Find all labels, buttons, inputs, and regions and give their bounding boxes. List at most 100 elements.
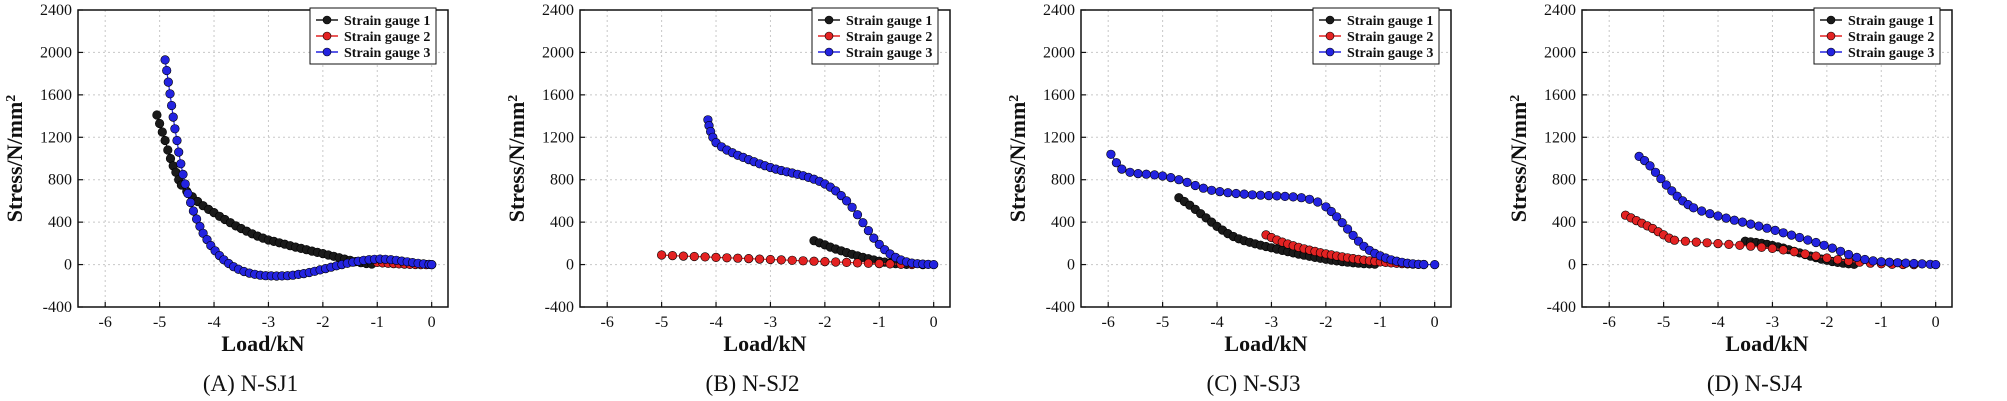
legend-marker [1325, 47, 1335, 57]
y-tick-label: 2000 [1544, 44, 1576, 61]
y-tick-label: -400 [43, 299, 72, 316]
x-tick-label: -2 [316, 314, 329, 331]
y-tick-label: 800 [1552, 172, 1576, 189]
x-axis-label: Load/kN [1224, 331, 1307, 356]
y-tick-label: 0 [1568, 257, 1576, 274]
x-tick-label: -1 [873, 314, 886, 331]
x-tick-label: -3 [1766, 314, 1779, 331]
y-tick-label: 2400 [542, 2, 574, 19]
data-point [1149, 170, 1160, 180]
legend-marker [824, 15, 834, 25]
legend-label: Strain gauge 2 [1347, 30, 1433, 45]
x-tick-label: -2 [1820, 314, 1833, 331]
legend-label: Strain gauge 1 [344, 14, 430, 29]
data-point [1713, 211, 1723, 221]
data-point [842, 196, 852, 206]
y-tick-label: 1600 [1544, 87, 1576, 104]
y-tick-label: 400 [48, 214, 72, 231]
x-tick-label: -3 [262, 314, 275, 331]
data-point [172, 135, 182, 146]
data-point [885, 259, 895, 269]
data-point [1822, 253, 1832, 263]
y-tick-label: 400 [1552, 214, 1576, 231]
data-point [820, 257, 830, 267]
data-point [1901, 258, 1911, 268]
data-point [776, 255, 786, 265]
plot-frame [1581, 9, 1953, 308]
legend-marker [322, 15, 332, 25]
data-point [1729, 215, 1739, 225]
data-point [1713, 239, 1723, 249]
data-point [1803, 235, 1813, 245]
data-point [1133, 169, 1143, 179]
data-point [1207, 185, 1217, 195]
data-point [1800, 249, 1810, 259]
y-tick-label: -400 [1547, 299, 1576, 316]
data-point [1296, 193, 1307, 203]
data-point [1917, 259, 1927, 269]
legend-marker [824, 31, 834, 41]
chart-caption-d: (D) N-SJ4 [1706, 371, 1803, 396]
data-point [1304, 194, 1315, 204]
data-point [1141, 169, 1151, 179]
data-point [1767, 243, 1778, 253]
y-axis-label: Stress/N/mm2 [1506, 95, 1531, 223]
data-point [170, 124, 180, 134]
data-point [180, 179, 190, 189]
data-point [176, 159, 186, 169]
legend-marker [322, 31, 332, 41]
data-point [1757, 242, 1767, 252]
x-tick-label: -2 [1319, 314, 1332, 331]
data-point [1691, 237, 1701, 247]
y-axis-label: Stress/N/mm2 [2, 95, 27, 223]
data-point [163, 145, 173, 155]
data-point [1182, 177, 1192, 187]
data-point [1754, 221, 1764, 231]
y-tick-label: 0 [64, 257, 72, 274]
x-tick-label: -4 [1711, 314, 1724, 331]
data-point [874, 259, 884, 269]
chart-panel-c: -6 -5 -4 -3 -2 -1 0 -400 0 400 800 1200 1600 2000 2400… [1003, 0, 1504, 401]
data-point [1819, 240, 1829, 250]
legend-label: Strain gauge 3 [846, 46, 932, 61]
data-point [863, 226, 874, 236]
y-tick-label: 2000 [1043, 44, 1075, 61]
y-axis-label-superscript: 2 [506, 95, 521, 102]
data-point [163, 77, 173, 87]
data-point [1313, 197, 1323, 207]
chart-caption-c: (C) N-SJ3 [1206, 371, 1301, 396]
legend-marker [322, 47, 332, 57]
legend-label: Strain gauge 2 [846, 30, 932, 45]
data-point [1852, 252, 1862, 262]
data-point [1786, 230, 1797, 240]
x-tick-label: 0 [930, 314, 938, 331]
legend-label: Strain gauge 3 [1347, 46, 1433, 61]
data-point [657, 250, 667, 260]
data-point [183, 188, 193, 199]
x-tick-label: 0 [1932, 314, 1940, 331]
data-point [1811, 237, 1821, 248]
data-point [1656, 174, 1666, 184]
legend-label: Strain gauge 2 [344, 30, 430, 45]
data-point [1827, 243, 1837, 253]
legend-marker [824, 47, 834, 57]
data-point [667, 251, 678, 261]
data-point [1669, 235, 1680, 245]
data-point [167, 100, 177, 111]
chart-caption-b: (B) N-SJ2 [705, 371, 800, 396]
y-tick-label: 1200 [1043, 129, 1075, 146]
chart-svg-d: -6 -5 -4 -3 -2 -1 0 -400 0 400 800 1200 1600 2000 2400… [1506, 2, 1953, 356]
data-point [755, 254, 765, 264]
data-point [700, 252, 710, 262]
data-point [1645, 161, 1655, 171]
data-point [1789, 247, 1799, 257]
data-point [1337, 218, 1347, 228]
data-point [1272, 191, 1282, 201]
chart-svg-c: -6 -5 -4 -3 -2 -1 0 -400 0 400 800 1200 1600 2000 2400… [1005, 2, 1452, 356]
data-point [787, 255, 797, 265]
x-tick-label: -5 [1657, 314, 1670, 331]
data-point [1778, 228, 1788, 238]
plot-frame [579, 9, 951, 308]
legend-label: Strain gauge 1 [1848, 14, 1934, 29]
data-point [1688, 203, 1699, 213]
